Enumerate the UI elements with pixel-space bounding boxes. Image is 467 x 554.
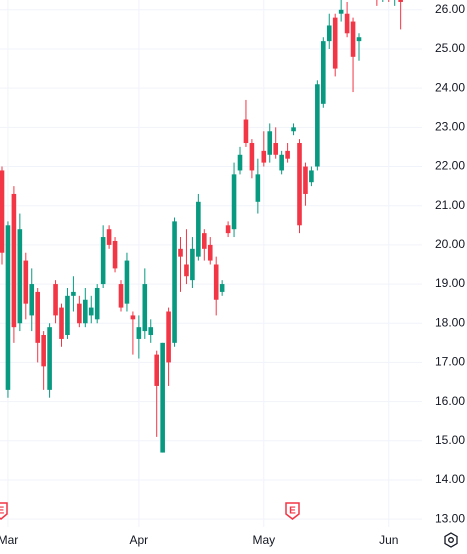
candle-body bbox=[338, 9, 344, 14]
candle-body bbox=[279, 154, 284, 171]
x-tick-label: May bbox=[252, 533, 275, 547]
candle-body bbox=[142, 284, 148, 332]
candle-body bbox=[53, 284, 58, 316]
earnings-label: E bbox=[0, 506, 5, 517]
y-tick-label: 26.00 bbox=[435, 2, 465, 16]
candle-body bbox=[130, 315, 136, 320]
candle-body bbox=[243, 119, 249, 144]
candle-body bbox=[315, 84, 320, 167]
candle-body bbox=[41, 335, 46, 367]
candle-body bbox=[166, 311, 171, 363]
x-tick-label: Mar bbox=[0, 533, 18, 547]
candle-body bbox=[273, 143, 278, 155]
y-tick-label: 20.00 bbox=[435, 237, 465, 251]
y-tick-label: 17.00 bbox=[435, 355, 465, 369]
candle-body bbox=[59, 307, 64, 339]
earnings-marker: E bbox=[285, 502, 300, 520]
candle-body bbox=[207, 244, 213, 261]
candle-body bbox=[249, 143, 255, 171]
candle-body bbox=[0, 170, 5, 253]
candle-body bbox=[332, 17, 338, 69]
y-tick-label: 23.00 bbox=[435, 120, 465, 134]
candle-body bbox=[118, 284, 124, 308]
candle-body bbox=[94, 287, 100, 320]
candle-body bbox=[303, 166, 308, 194]
earnings-label: E bbox=[289, 506, 296, 517]
candle-body bbox=[309, 170, 314, 183]
x-tick-label: Apr bbox=[130, 533, 149, 547]
candle-body bbox=[356, 37, 362, 42]
grid bbox=[0, 0, 422, 527]
candle-body bbox=[17, 229, 23, 324]
candle-body bbox=[23, 260, 29, 304]
candle-body bbox=[160, 342, 165, 453]
candle-body bbox=[267, 131, 273, 155]
y-tick-label: 13.00 bbox=[435, 511, 465, 525]
candle-body bbox=[231, 174, 237, 230]
candle-body bbox=[398, 0, 403, 2]
candle-body bbox=[136, 327, 142, 339]
earnings-marker: E bbox=[0, 502, 8, 520]
candle-body bbox=[196, 201, 201, 257]
candle-body bbox=[326, 25, 332, 42]
candle-body bbox=[11, 193, 17, 328]
candle-body bbox=[106, 229, 112, 245]
settings-icon[interactable] bbox=[444, 532, 458, 548]
candle-body bbox=[172, 221, 177, 343]
candle-body bbox=[321, 41, 326, 104]
candle-body bbox=[178, 248, 183, 257]
y-tick-label: 15.00 bbox=[435, 433, 465, 447]
candle-body bbox=[35, 291, 40, 343]
candle-body bbox=[29, 284, 35, 316]
candle-body bbox=[47, 327, 52, 390]
candle-body bbox=[225, 225, 231, 234]
y-tick-label: 14.00 bbox=[435, 472, 465, 486]
candle-body bbox=[261, 150, 267, 163]
candle-body bbox=[184, 264, 189, 277]
y-tick-label: 21.00 bbox=[435, 198, 465, 212]
candle-body bbox=[213, 264, 219, 300]
y-tick-label: 18.00 bbox=[435, 315, 465, 329]
candle-body bbox=[237, 154, 243, 171]
candle-body bbox=[71, 291, 76, 296]
y-tick-label: 22.00 bbox=[435, 159, 465, 173]
candle-body bbox=[350, 21, 356, 57]
candle-body bbox=[83, 299, 88, 324]
candles bbox=[0, 0, 403, 453]
candle-body bbox=[297, 143, 302, 226]
candle-body bbox=[190, 248, 195, 281]
candle-body bbox=[148, 327, 154, 336]
candle-body bbox=[219, 284, 225, 292]
y-tick-label: 25.00 bbox=[435, 41, 465, 55]
candle-body bbox=[285, 150, 290, 159]
candle-body bbox=[100, 237, 106, 285]
y-tick-label: 16.00 bbox=[435, 394, 465, 408]
candle-body bbox=[291, 127, 296, 132]
candle-body bbox=[88, 307, 94, 316]
candle-body bbox=[124, 260, 130, 304]
candle-body bbox=[154, 354, 159, 386]
candle-body bbox=[5, 225, 11, 390]
candle-body bbox=[65, 295, 70, 336]
candle-body bbox=[344, 13, 350, 34]
candle-body bbox=[112, 240, 118, 269]
candle-body bbox=[202, 233, 207, 249]
candle-body bbox=[77, 303, 82, 324]
x-tick-label: Jun bbox=[379, 533, 398, 547]
candle-body bbox=[255, 174, 261, 202]
y-tick-label: 24.00 bbox=[435, 80, 465, 94]
y-tick-label: 19.00 bbox=[435, 276, 465, 290]
